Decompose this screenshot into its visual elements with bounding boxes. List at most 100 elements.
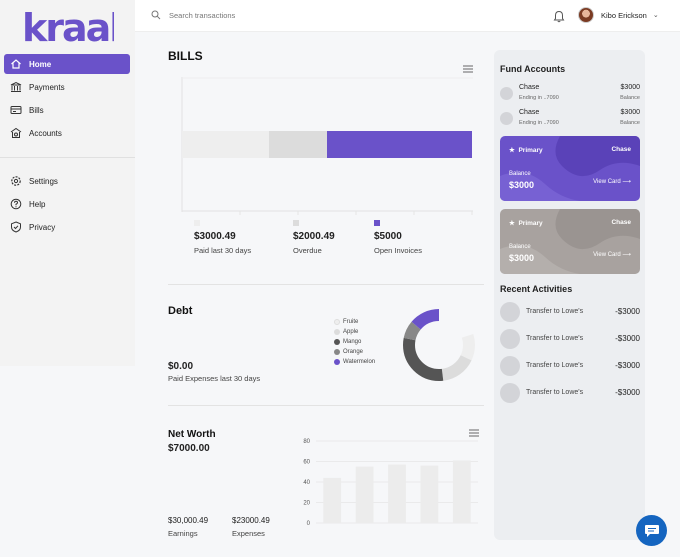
chevron-down-icon: ⌄ — [652, 12, 659, 19]
recent-activities-title: Recent Activities — [500, 284, 573, 294]
legend-swatch — [374, 220, 380, 226]
card-bank: Chase — [611, 146, 631, 153]
user-name: Kibo Erickson — [601, 10, 647, 20]
bills-stat-open: $5000 Open Invoices — [374, 220, 422, 255]
card-bank: Chase — [611, 219, 631, 226]
svg-text:kraal: kraal — [22, 8, 114, 48]
y-tick-label: 20 — [303, 501, 310, 507]
networth-bar[interactable] — [355, 466, 374, 523]
bar-paid[interactable] — [182, 131, 269, 158]
activity-text: Transfer to Lowe's — [526, 308, 584, 315]
y-tick-label: 60 — [303, 460, 310, 466]
stat-amount: $3000.49 — [194, 231, 236, 242]
debt-caption: Paid Expenses last 30 days — [168, 374, 261, 383]
home-icon — [10, 58, 22, 70]
sidebar-item-label: Payments — [29, 82, 65, 92]
sidebar-item-accounts[interactable]: Accounts — [4, 123, 130, 143]
debt-amount: $0.00 — [168, 361, 194, 372]
kraal-logo[interactable]: kraal — [22, 8, 114, 48]
activity-avatar — [500, 329, 520, 349]
view-card-link[interactable]: View Card ⟶ — [593, 179, 631, 185]
networth-bar[interactable] — [323, 477, 342, 523]
y-tick-label: 0 — [307, 521, 311, 527]
chat-button[interactable] — [636, 515, 667, 546]
sidebar-item-label: Home — [29, 59, 52, 69]
divider — [168, 405, 484, 406]
card-decoration — [500, 136, 640, 201]
card-tag: ★ Primary — [509, 147, 543, 154]
sidebar-divider — [0, 157, 135, 158]
bar-overdue[interactable] — [269, 131, 327, 158]
legend-item: Mango — [334, 339, 361, 345]
bar-open-invoices[interactable] — [327, 131, 472, 158]
account-balance-label: Balance — [620, 95, 640, 101]
networth-title: Net Worth — [168, 429, 216, 440]
legend-item: Orange — [334, 349, 363, 355]
card-balance: $3000 — [509, 253, 535, 263]
sidebar-item-label: Accounts — [29, 128, 62, 138]
sidebar-item-privacy[interactable]: Privacy — [4, 217, 130, 237]
donut-slice-watermelon[interactable] — [403, 309, 475, 381]
right-panel — [494, 50, 645, 540]
bank-icon — [10, 81, 22, 93]
activity-amount: -$3000 — [615, 388, 640, 397]
sidebar-item-label: Bills — [29, 105, 44, 115]
account-name: Chase — [519, 84, 540, 91]
bills-title: BILLS — [168, 49, 203, 63]
sidebar-item-help[interactable]: Help — [4, 194, 130, 214]
activity-avatar — [500, 383, 520, 403]
sidebar-item-label: Settings — [29, 176, 58, 186]
sidebar-item-home[interactable]: Home — [4, 54, 130, 74]
account-balance-label: Balance — [620, 120, 640, 126]
divider — [168, 284, 484, 285]
card-balance-label: Balance — [509, 244, 531, 250]
primary-card-gray[interactable]: ★ Primary Chase Balance $3000 View Card … — [500, 209, 640, 274]
search-bar[interactable]: Search transactions — [151, 10, 235, 20]
bell-icon[interactable] — [553, 10, 565, 23]
networth-bar[interactable] — [420, 465, 439, 523]
account-amount: $3000 — [620, 109, 640, 116]
stat-label: Open Invoices — [374, 246, 422, 255]
debt-title: Debt — [168, 305, 193, 317]
bills-icon — [10, 104, 22, 116]
sidebar-item-settings[interactable]: Settings — [4, 171, 130, 191]
search-icon — [151, 10, 161, 20]
accounts-icon — [10, 127, 22, 139]
expenses-label: Expenses — [232, 529, 265, 538]
menu-icon[interactable] — [469, 429, 479, 437]
donut-slice-mango[interactable] — [403, 309, 475, 381]
view-card-link[interactable]: View Card ⟶ — [593, 252, 631, 258]
expenses-amount: $23000.49 — [232, 516, 270, 525]
networth-bar[interactable] — [452, 460, 471, 523]
legend-item: Fruite — [334, 319, 358, 325]
activity-text: Transfer to Lowe's — [526, 362, 584, 369]
sidebar-item-payments[interactable]: Payments — [4, 77, 130, 97]
activity-avatar — [500, 302, 520, 322]
legend-item: Apple — [334, 329, 358, 335]
primary-card-purple[interactable]: ★ Primary Chase Balance $3000 View Card … — [500, 136, 640, 201]
menu-icon[interactable] — [463, 65, 473, 73]
account-sub: Ending in ..7090 — [519, 95, 559, 101]
networth-bar-chart: 80 60 40 20 0 — [303, 439, 478, 527]
activity-text: Transfer to Lowe's — [526, 335, 584, 342]
avatar — [578, 7, 594, 23]
stat-label: Overdue — [293, 246, 322, 255]
networth-bar[interactable] — [388, 464, 406, 523]
bank-logo-icon — [500, 87, 513, 100]
sidebar-item-label: Privacy — [29, 222, 56, 232]
search-input[interactable]: Search transactions — [169, 10, 236, 20]
star-icon: ★ — [509, 147, 515, 154]
donut-slice-fruite[interactable] — [403, 309, 475, 381]
stat-amount: $2000.49 — [293, 231, 335, 242]
activity-amount: -$3000 — [615, 307, 640, 316]
gear-icon — [10, 175, 22, 187]
activity-text: Transfer to Lowe's — [526, 389, 584, 396]
card-decoration — [500, 209, 640, 274]
legend-item: Watermelon — [334, 359, 375, 365]
networth-amount: $7000.00 — [168, 443, 210, 454]
user-menu[interactable]: Kibo Erickson ⌄ — [578, 7, 659, 23]
card-balance: $3000 — [509, 180, 535, 190]
sidebar-item-bills[interactable]: Bills — [4, 100, 130, 120]
y-tick-label: 40 — [303, 480, 310, 486]
card-balance-label: Balance — [509, 171, 531, 177]
